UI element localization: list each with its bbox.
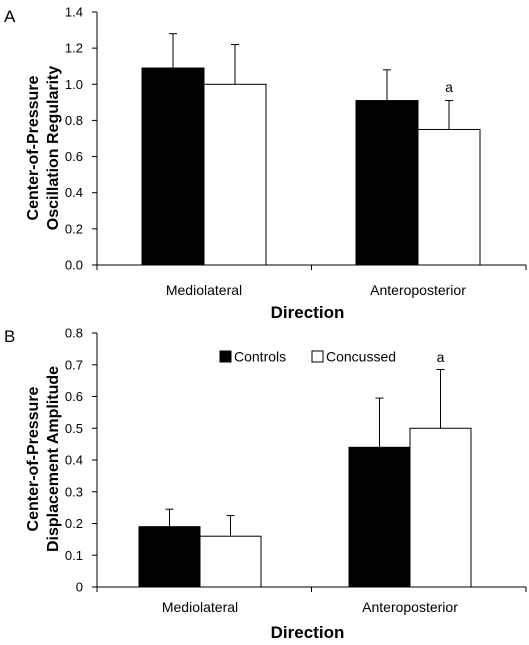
panel-a-y-tick-label: 1.2	[65, 41, 83, 56]
panel-a-bar-concussed	[417, 128, 481, 266]
panel-b-y-tick-label: 0.1	[65, 548, 83, 563]
panel-a-category-label: Mediolateral	[166, 282, 242, 298]
panel-b-y-tick-label: 0.5	[65, 421, 83, 436]
panel-b-legend-label-concussed: Concussed	[326, 349, 396, 365]
panel-a-y-tick-label: 0.0	[65, 258, 83, 273]
panel-a-label: A	[4, 7, 16, 26]
panel-b-annotation: a	[437, 349, 445, 365]
panel-a-x-axis-title: Direction	[271, 303, 345, 322]
panel-b-label: B	[4, 327, 15, 346]
panel-b-category-label: Anteroposterior	[362, 599, 458, 615]
panel-b-legend-swatch-controls	[219, 350, 232, 363]
panel-a-y-axis-title-line1: Center-of-Pressure	[25, 75, 42, 220]
panel-a-category-label: Anteroposterior	[370, 282, 466, 298]
panel-a-y-tick-label: 1.4	[65, 5, 83, 20]
panel-b-bar-concussed	[409, 427, 472, 588]
panel-a-y-tick-label: 1.0	[65, 77, 83, 92]
panel-b-x-axis-title: Direction	[271, 623, 345, 642]
panel-b-y-axis-title-line2: Displacement Amplitude	[45, 366, 62, 552]
panel-a-y-tick-label: 0.6	[65, 149, 83, 164]
panel-a-y-axis-title-line2: Oscillation Regularity	[45, 66, 62, 231]
panel-b-y-tick-label: 0.8	[65, 326, 83, 341]
panel-b-y-tick-label: 0	[76, 580, 83, 595]
panel-b-y-tick-label: 0.7	[65, 357, 83, 372]
panel-b-bar-controls	[138, 526, 201, 588]
panel-a-y-tick-label: 0.4	[65, 185, 83, 200]
panel-b-y-tick-label: 0.3	[65, 484, 83, 499]
panel-b-legend-swatch-concussed	[311, 350, 324, 363]
panel-a-annotation: a	[445, 79, 453, 95]
panel-a-bar-controls	[355, 100, 419, 266]
panel-b-category-label: Mediolateral	[162, 599, 238, 615]
chart-panel-b: B Center-of-Pressure Displacement Amplitud…	[4, 326, 527, 642]
panel-b-bar-controls	[348, 446, 411, 588]
panel-b-y-axis-title-line1: Center-of-Pressure	[25, 386, 42, 531]
panel-a-bar-controls	[141, 67, 205, 266]
panel-a-bar-concussed	[203, 83, 267, 266]
chart-panel-a: A Center-of-Pressure Oscillation Regularit…	[4, 5, 527, 322]
panel-b-y-tick-label: 0.4	[65, 453, 83, 468]
panel-a-y-tick-label: 0.8	[65, 113, 83, 128]
panel-b-bar-concussed	[199, 535, 262, 588]
panel-b-legend-label-controls: Controls	[234, 349, 286, 365]
panel-a-y-tick-label: 0.2	[65, 221, 83, 236]
panel-b-y-tick-label: 0.2	[65, 516, 83, 531]
panel-b-y-tick-label: 0.6	[65, 389, 83, 404]
